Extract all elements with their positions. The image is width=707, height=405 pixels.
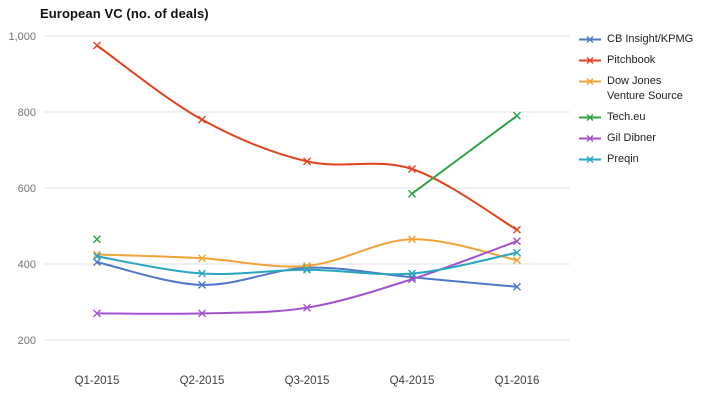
series-marker-tech-eu xyxy=(93,235,101,244)
series-marker-cb-insight-kpmg xyxy=(513,282,521,291)
x-axis-tick-label: Q4-2015 xyxy=(390,375,435,387)
legend-item-gil-dibner: Gil Dibner xyxy=(578,131,704,146)
legend-series-marker-icon xyxy=(579,135,601,142)
series-marker-tech-eu xyxy=(408,189,416,198)
chart-legend: CB Insight/KPMG Pitchbook Dow Jones Ventur… xyxy=(578,32,704,173)
legend-series-marker-icon xyxy=(579,156,601,163)
legend-label: CB Insight/KPMG xyxy=(607,33,694,45)
legend-series-marker-icon xyxy=(579,36,601,43)
series-line-dow-jones-venture-source xyxy=(96,238,518,268)
y-axis-tick-label: 200 xyxy=(18,335,36,347)
legend-label: Pitchbook xyxy=(607,54,656,66)
legend-series-marker-icon xyxy=(579,57,601,64)
y-axis-tick-label: 800 xyxy=(18,107,36,119)
legend-label: Tech.eu xyxy=(607,111,646,123)
series-marker-preqin xyxy=(93,252,101,261)
series-marker-dow-jones-venture-source xyxy=(513,256,521,265)
series-marker-pitchbook xyxy=(408,165,416,173)
x-axis-tick-label: Q1-2016 xyxy=(495,375,540,387)
legend-item-tech-eu: Tech.eu xyxy=(578,110,704,125)
series-marker-gil-dibner xyxy=(408,275,416,284)
legend-item-preqin: Preqin xyxy=(578,152,704,167)
series-marker-pitchbook xyxy=(303,157,311,166)
series-marker-cb-insight-kpmg xyxy=(93,258,101,267)
series-line-gil-dibner xyxy=(96,240,518,315)
legend-item-cb-insight-kpmg: CB Insight/KPMG xyxy=(578,32,704,47)
y-axis-tick-label: 1,000 xyxy=(8,31,36,43)
series-marker-gil-dibner xyxy=(513,237,521,246)
series-marker-dow-jones-venture-source xyxy=(198,254,206,263)
legend-label: Preqin xyxy=(607,153,639,165)
x-axis-tick-label: Q2-2015 xyxy=(180,375,225,387)
series-line-tech-eu xyxy=(411,114,518,195)
series-marker-gil-dibner xyxy=(198,309,206,318)
series-marker-pitchbook xyxy=(198,115,206,124)
legend-label: Dow Jones Venture Source xyxy=(607,75,683,102)
legend-item-pitchbook: Pitchbook xyxy=(578,53,704,68)
series-marker-preqin xyxy=(408,269,416,278)
series-marker-cb-insight-kpmg xyxy=(198,280,206,289)
y-axis-tick-label: 600 xyxy=(18,183,36,195)
series-marker-gil-dibner xyxy=(93,309,101,318)
x-axis-tick-label: Q3-2015 xyxy=(285,375,330,387)
legend-series-marker-icon xyxy=(579,114,601,121)
series-marker-pitchbook xyxy=(93,41,101,50)
series-marker-preqin xyxy=(513,248,521,257)
series-marker-gil-dibner xyxy=(303,303,311,312)
series-marker-pitchbook xyxy=(513,225,521,234)
legend-series-marker-icon xyxy=(579,78,601,85)
legend-item-dow-jones-venture-source: Dow Jones Venture Source xyxy=(578,74,704,104)
x-axis-tick-label: Q1-2015 xyxy=(75,375,120,387)
chart-title: European VC (no. of deals) xyxy=(40,6,209,21)
y-axis-tick-label: 400 xyxy=(18,259,36,271)
series-marker-preqin xyxy=(198,269,206,278)
series-marker-tech-eu xyxy=(513,111,521,120)
legend-label: Gil Dibner xyxy=(607,132,656,144)
series-marker-dow-jones-venture-source xyxy=(408,235,416,244)
series-line-pitchbook xyxy=(96,44,518,231)
series-marker-preqin xyxy=(303,265,311,274)
